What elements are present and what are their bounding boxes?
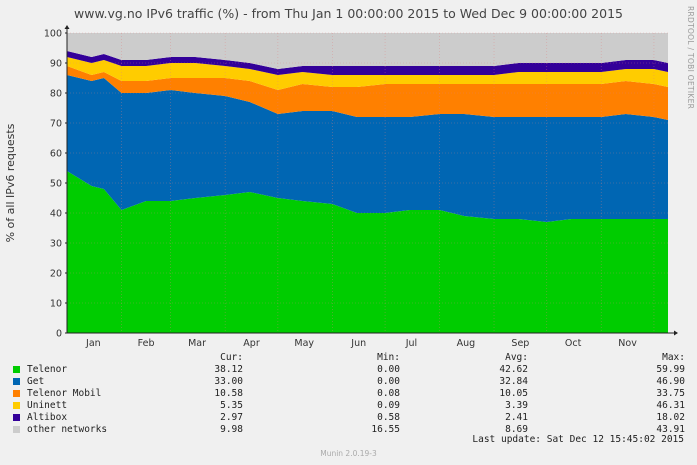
legend-min-value: 0.00 xyxy=(377,364,400,375)
legend-avg-value: 3.39 xyxy=(505,400,528,411)
x-tick-label: Feb xyxy=(138,338,155,349)
legend-max-value: 46.90 xyxy=(656,376,685,387)
y-tick-label: 50 xyxy=(50,179,62,190)
series-area-other-networks xyxy=(67,33,668,69)
x-tick-label: Nov xyxy=(618,338,637,349)
legend-avg-value: 42.62 xyxy=(499,364,528,375)
legend-avg-value: 2.41 xyxy=(505,412,528,423)
legend-max-value: 43.91 xyxy=(656,424,685,435)
x-tick-label: Jun xyxy=(350,338,366,349)
legend-max-value: 18.02 xyxy=(656,412,685,423)
x-tick-label: Jul xyxy=(405,338,417,349)
legend-swatch xyxy=(13,378,20,385)
x-tick-label: Oct xyxy=(565,338,582,349)
legend-cur-value: 9.98 xyxy=(220,424,243,435)
legend-min-value: 16.55 xyxy=(371,424,400,435)
legend-avg-value: 8.69 xyxy=(505,424,528,435)
legend-avg-value: 32.84 xyxy=(499,376,528,387)
y-tick-label: 40 xyxy=(50,209,62,220)
y-axis-label: % of all IPv6 requests xyxy=(4,123,17,242)
legend-series-name: other networks xyxy=(27,424,108,435)
legend-series-name: Uninett xyxy=(27,400,68,411)
legend-row: Uninett 5.35 0.09 3.39 46.31 xyxy=(12,400,690,412)
legend-header-max: Max: xyxy=(662,352,685,363)
legend-row: Telenor Mobil 10.58 0.08 10.05 33.75 xyxy=(12,388,690,400)
y-tick-label: 20 xyxy=(50,269,62,280)
legend-cur-value: 38.12 xyxy=(214,364,243,375)
legend-header-min: Min: xyxy=(377,352,400,363)
legend-min-value: 0.00 xyxy=(377,376,400,387)
legend-row: Get 33.00 0.00 32.84 46.90 xyxy=(12,376,690,388)
legend-swatch xyxy=(13,426,20,433)
legend-row: other networks 9.98 16.55 8.69 43.91 xyxy=(12,424,690,436)
legend-series-name: Telenor Mobil xyxy=(27,388,102,399)
series-area-altibox xyxy=(67,51,668,75)
series-area-uninett xyxy=(67,57,668,90)
legend-cur-value: 2.97 xyxy=(220,412,243,423)
legend-row: Altibox 2.97 0.58 2.41 18.02 xyxy=(12,412,690,424)
legend-max-value: 33.75 xyxy=(656,388,685,399)
y-tick-label: 70 xyxy=(50,119,62,130)
legend-header-cur: Cur: xyxy=(220,352,243,363)
legend-series-name: Altibox xyxy=(27,412,68,423)
legend-min-value: 0.58 xyxy=(377,412,400,423)
legend-cur-value: 10.58 xyxy=(214,388,243,399)
rrdtool-credit: RRDTOOL / TOBI OETIKER xyxy=(686,6,695,110)
legend-swatch xyxy=(13,414,20,421)
y-tick-label: 100 xyxy=(44,29,62,40)
legend-series-name: Telenor xyxy=(27,364,68,375)
legend-max-value: 46.31 xyxy=(656,400,685,411)
y-tick-label: 30 xyxy=(50,239,62,250)
legend-row: Telenor 38.12 0.00 42.62 59.99 xyxy=(12,364,690,376)
y-tick-label: 80 xyxy=(50,89,62,100)
y-tick-label: 0 xyxy=(56,329,62,340)
legend-min-value: 0.09 xyxy=(377,400,400,411)
legend-max-value: 59.99 xyxy=(656,364,685,375)
series-area-get xyxy=(67,75,668,222)
legend-cur-value: 33.00 xyxy=(214,376,243,387)
munin-version: Munin 2.0.19-3 xyxy=(320,449,377,458)
legend-swatch xyxy=(13,390,20,397)
y-tick-label: 60 xyxy=(50,149,62,160)
legend: Cur: Min: Avg: Max: Telenor 38.12 0.00 42.6… xyxy=(12,352,690,436)
last-update: Last update: Sat Dec 12 15:45:02 2015 xyxy=(472,434,684,445)
legend-swatch xyxy=(13,402,20,409)
x-tick-label: May xyxy=(294,338,314,349)
legend-cur-value: 5.35 xyxy=(220,400,243,411)
x-tick-label: Sep xyxy=(511,338,529,349)
y-tick-label: 90 xyxy=(50,59,62,70)
legend-min-value: 0.08 xyxy=(377,388,400,399)
y-tick-label: 10 xyxy=(50,299,62,310)
x-tick-label: Apr xyxy=(243,338,260,349)
legend-swatch xyxy=(13,366,20,373)
legend-series-name: Get xyxy=(27,376,45,387)
legend-header-avg: Avg: xyxy=(505,352,528,363)
y-axis-arrow xyxy=(64,25,70,29)
x-axis-arrow xyxy=(674,330,678,336)
legend-avg-value: 10.05 xyxy=(499,388,528,399)
x-tick-label: Aug xyxy=(457,338,476,349)
chart-title: www.vg.no IPv6 traffic (%) - from Thu Ja… xyxy=(74,6,623,21)
x-tick-label: Mar xyxy=(188,338,206,349)
legend-header: Cur: Min: Avg: Max: xyxy=(12,352,690,364)
series-area-telenor xyxy=(67,171,668,333)
x-tick-label: Jan xyxy=(85,338,101,349)
